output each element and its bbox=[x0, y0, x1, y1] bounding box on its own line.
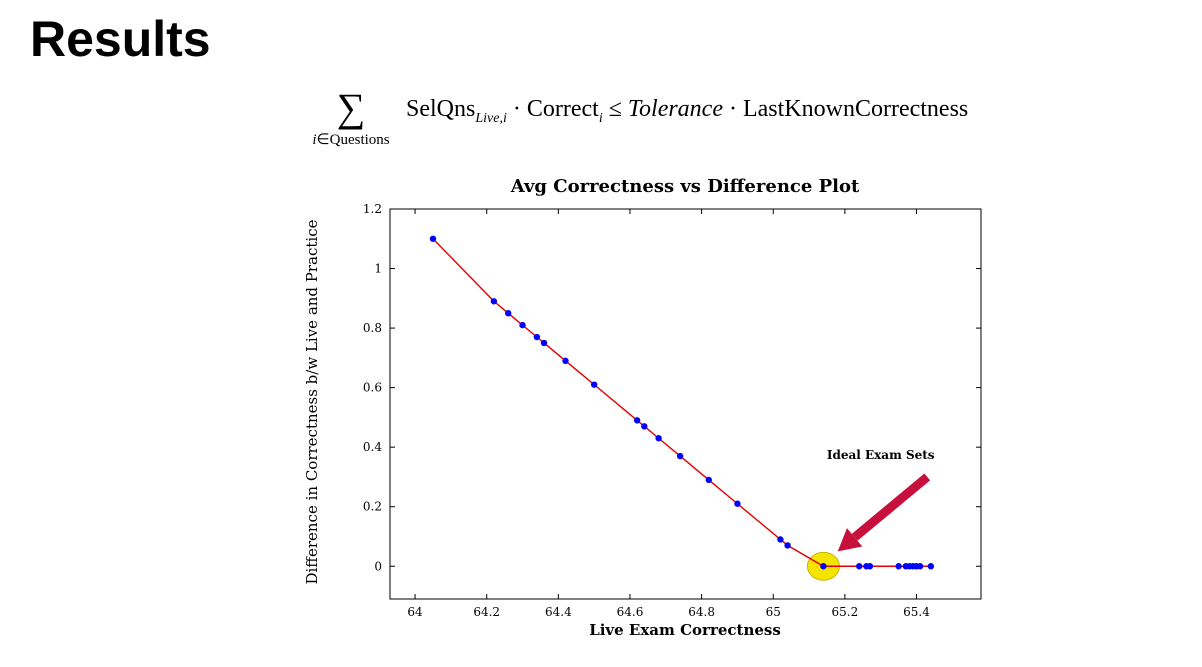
plot-frame bbox=[389, 208, 982, 600]
x-tick-label: 65 bbox=[766, 605, 781, 619]
formula-expression: SelQnsLive,i · Correcti ≤ Tolerance · La… bbox=[406, 96, 968, 127]
data-point bbox=[562, 357, 569, 365]
x-axis-label: Live Exam Correctness bbox=[589, 621, 781, 639]
annotation-label: Ideal Exam Sets bbox=[827, 448, 935, 462]
data-point bbox=[927, 563, 935, 570]
term-last-known-correctness: LastKnownCorrectness bbox=[742, 96, 969, 122]
dot-operator: · bbox=[512, 96, 521, 122]
dot-operator: · bbox=[728, 96, 737, 122]
data-point bbox=[429, 235, 437, 242]
data-point bbox=[519, 321, 526, 329]
data-point bbox=[705, 476, 712, 484]
x-tick-label: 64.2 bbox=[473, 605, 500, 619]
data-point bbox=[533, 333, 541, 341]
chart-title: Avg Correctness vs Difference Plot bbox=[510, 176, 860, 197]
data-point bbox=[676, 452, 684, 460]
summation-block: ∑ i∈Questions bbox=[298, 88, 404, 149]
summation-index: i∈Questions bbox=[312, 132, 390, 148]
y-tick-label: 0.8 bbox=[363, 321, 382, 335]
term-correct-subscript: i bbox=[598, 110, 603, 126]
data-point bbox=[633, 417, 641, 424]
data-point bbox=[655, 435, 662, 442]
data-point bbox=[784, 542, 791, 549]
data-point bbox=[777, 536, 784, 543]
data-point bbox=[916, 563, 924, 570]
chart-container: Avg Correctness vs Difference Plot Live … bbox=[290, 166, 1010, 646]
x-tick-label: 65.2 bbox=[832, 605, 859, 619]
y-axis-label: Difference in Correctness b/w Live and P… bbox=[303, 219, 321, 584]
term-selqns: SelQns bbox=[406, 96, 476, 122]
y-tick-label: 0 bbox=[374, 559, 382, 573]
data-point bbox=[505, 309, 512, 317]
x-tick-label: 64.8 bbox=[688, 605, 715, 619]
plot-area: 64 64.2 64.4 64.6 64.8 65 65.2 65.4 0 0.2 0.4 0.6 0.… bbox=[363, 202, 982, 619]
y-tick-label: 1.2 bbox=[363, 202, 382, 216]
term-tolerance: Tolerance bbox=[627, 96, 723, 122]
term-correct: Correct bbox=[526, 96, 599, 122]
y-tick-label: 0.2 bbox=[363, 500, 382, 514]
x-tick-label: 64 bbox=[407, 605, 423, 619]
data-point bbox=[734, 500, 741, 507]
annotation-arrow-shaft bbox=[851, 473, 931, 541]
annotation-arrow-head bbox=[837, 528, 863, 552]
data-point bbox=[490, 298, 498, 305]
data-point bbox=[820, 563, 827, 570]
constraint-formula: ∑ i∈Questions SelQnsLive,i · Correcti ≤ … bbox=[298, 88, 1098, 158]
data-point bbox=[866, 563, 874, 570]
leq-operator: ≤ bbox=[608, 96, 622, 122]
data-point bbox=[540, 339, 548, 347]
y-tick-label: 1 bbox=[374, 262, 382, 276]
data-point bbox=[895, 563, 902, 570]
x-tick-label: 64.4 bbox=[545, 605, 572, 619]
x-tick-label: 65.4 bbox=[903, 605, 930, 619]
x-tick-label: 64.6 bbox=[617, 605, 644, 619]
correctness-difference-chart: Avg Correctness vs Difference Plot Live … bbox=[303, 176, 982, 639]
summation-symbol: ∑ bbox=[336, 85, 366, 130]
data-point bbox=[641, 423, 648, 430]
y-tick-label: 0.4 bbox=[363, 440, 382, 454]
data-point bbox=[590, 381, 598, 388]
term-selqns-subscript: Live,i bbox=[475, 110, 507, 126]
series-line bbox=[432, 238, 931, 567]
data-point bbox=[856, 563, 863, 570]
slide-title: Results bbox=[30, 11, 211, 67]
y-tick-label: 0.6 bbox=[363, 381, 382, 395]
